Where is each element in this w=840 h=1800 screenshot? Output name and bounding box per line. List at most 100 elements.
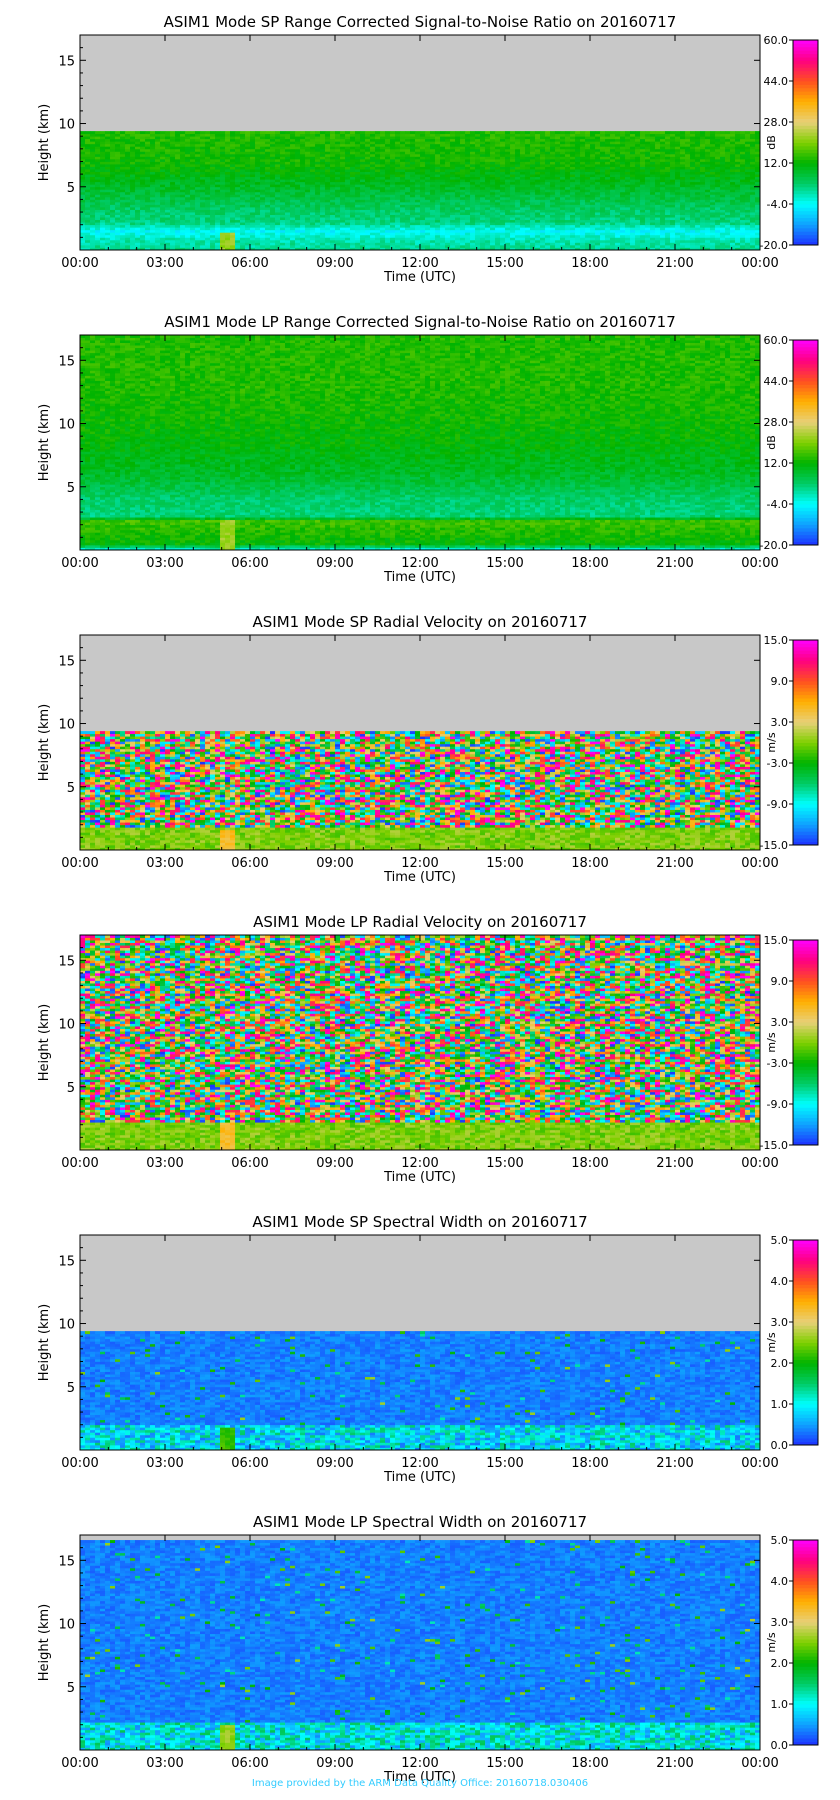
- chart-panel: ASIM1 Mode LP Spectral Width on 20160717…: [37, 1513, 819, 1785]
- colorbar-frame: [792, 1539, 819, 1746]
- y-tick-label: 5: [67, 481, 75, 496]
- x-tick-label: 21:00: [656, 256, 693, 271]
- chart-panel: ASIM1 Mode LP Range Corrected Signal-to-…: [37, 313, 819, 585]
- colorbar-tick-label: 44.0: [764, 375, 789, 388]
- x-tick-label: 15:00: [486, 856, 523, 871]
- colorbar-unit: dB: [765, 135, 778, 150]
- colorbar-frame: [792, 939, 819, 1146]
- colorbar-tick-label: -4.0: [767, 498, 788, 511]
- x-tick-label: 12:00: [401, 856, 438, 871]
- colorbar-tick-label: -9.0: [767, 798, 788, 811]
- x-axis-label: Time (UTC): [383, 270, 456, 285]
- x-tick-label: 12:00: [401, 1156, 438, 1171]
- y-axis-label: Height (km): [37, 104, 52, 181]
- x-tick-label: 18:00: [571, 1756, 608, 1771]
- colorbar-tick-label: 5.0: [771, 1234, 789, 1247]
- x-tick-label: 09:00: [316, 256, 353, 271]
- x-tick-label: 00:00: [61, 556, 98, 571]
- chart-panel: ASIM1 Mode SP Range Corrected Signal-to-…: [37, 13, 819, 285]
- colorbar-tick-label: 0.0: [771, 1739, 789, 1752]
- y-tick-label: 15: [58, 354, 75, 369]
- colorbar-tick-label: 0.0: [771, 1439, 789, 1452]
- colorbar-frame: [792, 339, 819, 546]
- y-tick-label: 10: [58, 118, 75, 133]
- colorbar-tick-label: 2.0: [771, 1357, 789, 1370]
- colorbar-tick-label: 3.0: [771, 716, 789, 729]
- footer-credit: Image provided by the ARM Data Quality O…: [0, 1778, 840, 1789]
- x-tick-label: 15:00: [486, 256, 523, 271]
- colorbar-unit: m/s: [765, 1032, 778, 1052]
- chart-title: ASIM1 Mode LP Spectral Width on 20160717: [253, 1513, 587, 1531]
- colorbar-tick-label: 60.0: [764, 34, 789, 47]
- x-tick-label: 18:00: [571, 556, 608, 571]
- x-axis-label: Time (UTC): [383, 870, 456, 885]
- x-axis-label: Time (UTC): [383, 570, 456, 585]
- x-tick-label: 21:00: [656, 1456, 693, 1471]
- colorbar-unit: m/s: [765, 1632, 778, 1652]
- y-tick-label: 15: [58, 54, 75, 69]
- x-tick-label: 00:00: [741, 856, 778, 871]
- colorbar: [793, 40, 818, 246]
- heatmap-cells: [80, 935, 761, 1151]
- y-tick-label: 15: [58, 954, 75, 969]
- x-tick-label: 12:00: [401, 1456, 438, 1471]
- x-tick-label: 12:00: [401, 256, 438, 271]
- x-tick-label: 15:00: [486, 1156, 523, 1171]
- x-tick-label: 06:00: [231, 1156, 268, 1171]
- x-tick-label: 00:00: [61, 1456, 98, 1471]
- heatmap-cells: [80, 1540, 761, 1751]
- colorbar-tick-label: -3.0: [767, 757, 788, 770]
- y-tick-label: 5: [67, 781, 75, 796]
- colorbar-tick-label: 15.0: [764, 934, 789, 947]
- x-axis-label: Time (UTC): [383, 1470, 456, 1485]
- chart-panel: ASIM1 Mode SP Radial Velocity on 2016071…: [37, 613, 819, 885]
- colorbar-tick-label: 3.0: [771, 1316, 789, 1329]
- colorbar-tick-label: 9.0: [771, 675, 789, 688]
- x-tick-label: 00:00: [61, 256, 98, 271]
- x-tick-label: 15:00: [486, 1756, 523, 1771]
- heatmap-cells: [80, 335, 761, 551]
- colorbar-frame: [792, 39, 819, 246]
- colorbar-tick-label: 3.0: [771, 1016, 789, 1029]
- colorbar-tick-label: -20.0: [760, 539, 788, 552]
- colorbar-tick-label: 15.0: [764, 634, 789, 647]
- x-tick-label: 00:00: [61, 1756, 98, 1771]
- colorbar-tick-label: 12.0: [764, 457, 789, 470]
- x-tick-label: 06:00: [231, 256, 268, 271]
- x-tick-label: 21:00: [656, 1156, 693, 1171]
- x-tick-label: 09:00: [316, 556, 353, 571]
- colorbar-tick-label: 9.0: [771, 975, 789, 988]
- x-tick-label: 12:00: [401, 1756, 438, 1771]
- colorbar-tick-label: 28.0: [764, 116, 789, 129]
- y-axis-label: Height (km): [37, 404, 52, 481]
- chart-title: ASIM1 Mode LP Range Corrected Signal-to-…: [164, 313, 676, 331]
- colorbar-tick-label: 1.0: [771, 1398, 789, 1411]
- x-tick-label: 03:00: [146, 1756, 183, 1771]
- x-tick-label: 15:00: [486, 556, 523, 571]
- x-tick-label: 09:00: [316, 1156, 353, 1171]
- x-tick-label: 18:00: [571, 1456, 608, 1471]
- y-axis-label: Height (km): [37, 704, 52, 781]
- x-tick-label: 09:00: [316, 1456, 353, 1471]
- y-axis-label: Height (km): [37, 1604, 52, 1681]
- x-tick-label: 06:00: [231, 1456, 268, 1471]
- x-tick-label: 18:00: [571, 256, 608, 271]
- y-tick-label: 10: [58, 1618, 75, 1633]
- colorbar-tick-label: 2.0: [771, 1657, 789, 1670]
- x-tick-label: 00:00: [61, 1156, 98, 1171]
- colorbar-tick-label: -4.0: [767, 198, 788, 211]
- y-axis-label: Height (km): [37, 1004, 52, 1081]
- x-tick-label: 06:00: [231, 556, 268, 571]
- colorbar: [793, 340, 818, 546]
- colorbar-tick-label: -15.0: [760, 839, 788, 852]
- chart-title: ASIM1 Mode SP Range Corrected Signal-to-…: [164, 13, 677, 31]
- x-tick-label: 03:00: [146, 1456, 183, 1471]
- colorbar-tick-label: 1.0: [771, 1698, 789, 1711]
- colorbar-frame: [792, 639, 819, 846]
- heatmap-cells: [80, 131, 761, 251]
- colorbar-tick-label: 4.0: [771, 1275, 789, 1288]
- colorbar-tick-label: 4.0: [771, 1575, 789, 1588]
- x-tick-label: 18:00: [571, 1156, 608, 1171]
- chart-title: ASIM1 Mode SP Radial Velocity on 2016071…: [253, 613, 588, 631]
